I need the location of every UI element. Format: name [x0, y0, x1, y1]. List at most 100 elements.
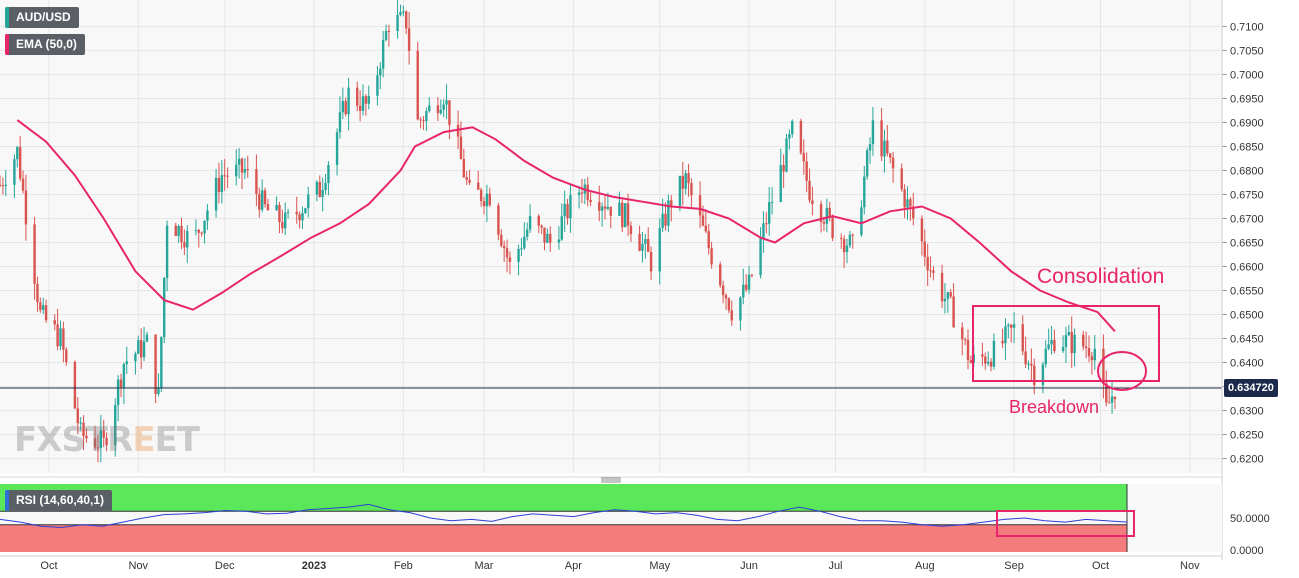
- candle-body: [1110, 396, 1114, 403]
- candle-body: [214, 177, 218, 211]
- candle-body: [361, 96, 365, 111]
- candle-body: [396, 14, 399, 32]
- candle-body: [598, 202, 601, 211]
- candle-body: [943, 298, 947, 302]
- x-tick-label: Nov: [129, 560, 149, 572]
- candle-body: [13, 159, 16, 185]
- candle-body: [1012, 324, 1016, 328]
- candle-body: [341, 101, 345, 113]
- candle-body: [237, 158, 241, 165]
- candle-body: [886, 140, 889, 154]
- candle-body: [301, 213, 304, 221]
- candle-body: [246, 169, 249, 171]
- candle-body: [768, 202, 771, 224]
- candle-body: [485, 193, 489, 207]
- candle-body: [298, 214, 301, 221]
- ema-legend-tag[interactable]: EMA (50,0): [5, 34, 85, 55]
- candle-body: [1061, 346, 1065, 352]
- candle-body: [281, 222, 284, 229]
- candle-body: [255, 169, 258, 194]
- candle-body: [183, 242, 186, 248]
- candle-body: [946, 292, 950, 299]
- candle-body: [194, 230, 198, 232]
- candle-body: [742, 284, 745, 298]
- rsi-panel: [0, 484, 1128, 552]
- candle-body: [1, 185, 5, 187]
- candle-body: [416, 50, 419, 120]
- candle-body: [528, 215, 532, 230]
- candle-body: [163, 278, 166, 338]
- candle-body: [258, 193, 261, 210]
- candle-body: [805, 161, 808, 181]
- breakdown-circle: [1097, 351, 1147, 391]
- x-tick-label: Jun: [740, 560, 758, 572]
- candle-body: [744, 284, 748, 290]
- candle-body: [56, 324, 59, 347]
- candle-body: [621, 202, 624, 228]
- candle-body: [462, 159, 466, 178]
- ema-line: [16, 119, 1116, 332]
- candle-body: [1093, 348, 1096, 361]
- candle-body: [961, 327, 964, 340]
- symbol-legend-tag[interactable]: AUD/USD: [5, 7, 79, 28]
- candle-body: [364, 96, 368, 104]
- candle-body: [1030, 363, 1033, 366]
- rsi-legend-label: RSI (14,60,40,1): [16, 493, 105, 507]
- candle-body: [436, 105, 440, 114]
- candle-body: [912, 206, 915, 219]
- candle-body: [266, 204, 270, 211]
- candle-body: [180, 225, 183, 243]
- candle-body: [160, 337, 163, 388]
- candle-body: [85, 435, 88, 439]
- candle-body: [18, 147, 22, 179]
- y-tick-label: 0.7100: [1230, 21, 1264, 33]
- candle-body: [1024, 351, 1027, 365]
- candle-body: [664, 213, 667, 226]
- candle-body: [399, 11, 402, 15]
- candle-body: [586, 184, 589, 200]
- candle-body: [448, 100, 451, 125]
- candle-body: [335, 132, 339, 165]
- candle-body: [831, 216, 834, 239]
- candle-body: [566, 204, 569, 219]
- candle-body: [318, 181, 321, 197]
- candle-body: [719, 264, 722, 286]
- candle-body: [1021, 324, 1024, 352]
- candle-body: [557, 239, 561, 243]
- candle-body: [989, 361, 993, 367]
- candle-body: [1090, 356, 1094, 361]
- time-axis: Oct Nov Dec 2023 Feb Mar Apr May Jun Jul Aug Sep Oct…: [40, 560, 1200, 572]
- candle-body: [647, 239, 650, 252]
- candle-body: [900, 168, 903, 190]
- resize-handle-icon[interactable]: [601, 477, 621, 483]
- candle-body: [549, 233, 552, 243]
- candle-body: [825, 207, 829, 224]
- candle-body: [707, 231, 710, 249]
- candle-body: [526, 229, 529, 237]
- candle-body: [220, 175, 224, 193]
- candle-body: [992, 340, 996, 367]
- x-tick-label: Sep: [1004, 560, 1024, 572]
- candle-body: [1033, 365, 1036, 386]
- candle-body: [1001, 340, 1004, 344]
- candle-body: [543, 227, 546, 243]
- candle-body: [278, 204, 281, 223]
- candle-body: [482, 201, 486, 207]
- candle-body: [59, 328, 62, 347]
- candle-body: [284, 212, 287, 229]
- candle-body: [569, 195, 572, 219]
- candle-body: [134, 353, 137, 362]
- candle-body: [93, 438, 97, 448]
- rsi-legend-tag[interactable]: RSI (14,60,40,1): [5, 490, 113, 511]
- y-tick-label: 0.6900: [1230, 117, 1264, 129]
- consolidation-annotation: Consolidation: [1037, 265, 1165, 288]
- rsi-highlight-box: [996, 510, 1135, 537]
- candle-body: [906, 199, 909, 208]
- candle-body: [36, 283, 39, 303]
- candle-body: [1050, 339, 1053, 345]
- candle-body: [747, 274, 751, 290]
- y-tick-label: 0.6800: [1230, 165, 1264, 177]
- candle-body: [603, 206, 607, 209]
- candle-body: [670, 200, 673, 206]
- candle-body: [802, 152, 805, 162]
